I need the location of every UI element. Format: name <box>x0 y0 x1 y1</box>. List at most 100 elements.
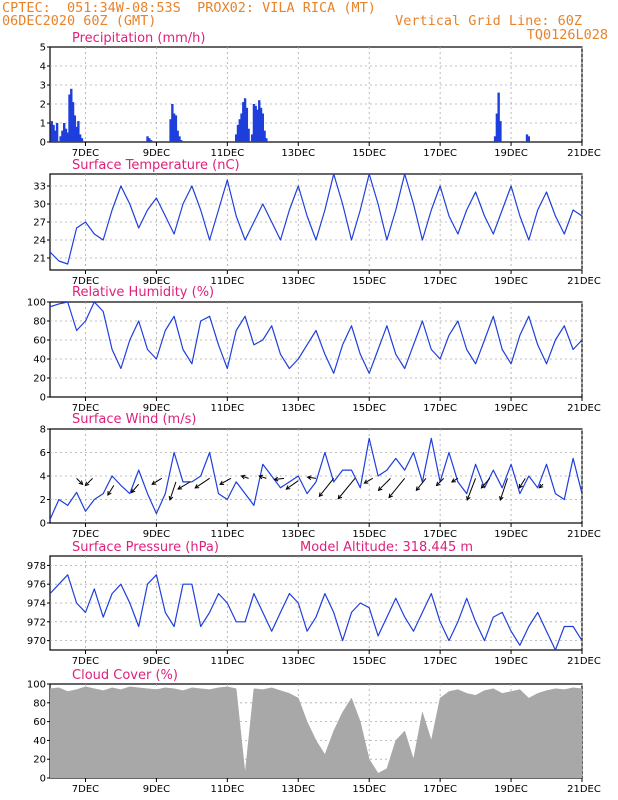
y-tick-label: 8 <box>40 425 46 436</box>
precip-bar <box>235 134 238 142</box>
x-tick-label: 21DEC <box>567 148 601 159</box>
y-tick-label: 80 <box>33 698 46 709</box>
wind-vector <box>451 477 459 483</box>
wind-vector-head <box>168 495 174 501</box>
precip-bar <box>70 88 73 142</box>
wind-vector <box>415 478 427 491</box>
data-layer <box>50 174 582 265</box>
wind-vector <box>388 478 406 498</box>
y-tick-label: 970 <box>27 636 46 647</box>
precip-bar <box>80 138 84 142</box>
panel-frame <box>49 46 583 143</box>
wind-vector-head <box>258 474 264 480</box>
x-tick-label: 21DEC <box>567 276 601 287</box>
wind-vector <box>499 478 508 501</box>
y-tick-label: 60 <box>33 717 46 728</box>
x-tick-label: 19DEC <box>494 276 528 287</box>
x-tick-label: 11DEC <box>210 784 244 795</box>
wind-vector <box>466 478 477 501</box>
series-line <box>50 302 582 374</box>
y-tick-label: 100 <box>27 680 46 691</box>
precip-bar <box>54 130 57 142</box>
wind-vector-head <box>285 485 291 490</box>
series-line <box>50 437 582 520</box>
x-tick-label: 7DEC <box>72 276 99 287</box>
wind-vector-head <box>518 483 523 489</box>
wind-vector <box>85 477 93 486</box>
precip-bar <box>256 109 259 142</box>
precip-bar <box>240 113 243 142</box>
y-tick-label: 27 <box>33 218 46 229</box>
wind-vector <box>169 481 177 501</box>
header-line1: CPTEC: 051:34W-08:53S PROX02: VILA RICA … <box>2 0 376 16</box>
precip-bar <box>78 134 82 142</box>
wind-vector <box>274 477 285 481</box>
precip-bar <box>236 124 240 142</box>
wind-vector <box>285 480 299 490</box>
y-tick-label: 20 <box>33 755 46 766</box>
y-tick-label: 40 <box>33 736 46 747</box>
y-tick-label: 100 <box>27 298 46 309</box>
precip-bar <box>50 121 53 142</box>
x-tick-label: 9DEC <box>143 784 170 795</box>
precip-bar <box>52 124 55 142</box>
wind-vector <box>518 478 526 489</box>
wind-vector <box>337 478 356 500</box>
wind-vector-head <box>450 478 456 483</box>
x-tick-label: 11DEC <box>210 529 244 540</box>
x-tick-label: 17DEC <box>423 148 457 159</box>
y-tick-label: 60 <box>33 336 46 347</box>
panel-title: Surface Pressure (hPa) <box>72 540 219 555</box>
y-tick-label: 2 <box>40 495 46 506</box>
x-tick-label: 15DEC <box>352 656 386 667</box>
wind-vector <box>76 477 83 485</box>
panel-title: Precipitation (mm/h) <box>72 31 205 46</box>
wind-vector <box>107 485 115 496</box>
precip-bar <box>497 92 500 142</box>
x-tick-label: 9DEC <box>143 276 170 287</box>
precip-bar <box>252 104 256 142</box>
precip-bar <box>238 119 241 142</box>
wind-vector-head <box>306 475 312 480</box>
data-layer <box>50 88 530 142</box>
precip-bar <box>176 130 179 142</box>
panel-5: 0 20 40 60 80 100 7DEC 9DEC 11DEC 13DEC 15DEC 17DEC… <box>27 668 601 795</box>
wind-vector-head <box>388 493 393 499</box>
series-line <box>50 174 582 265</box>
y-tick-label: 20 <box>33 374 46 385</box>
panel-1: 21 24 27 30 33 7DEC 9DEC 11DEC 13DEC 15DEC 17DEC 19… <box>33 158 601 287</box>
x-tick-label: 11DEC <box>210 148 244 159</box>
x-tick-label: 19DEC <box>494 403 528 414</box>
cloud-area <box>50 686 582 778</box>
y-tick-label: 30 <box>33 200 46 211</box>
x-tick-label: 19DEC <box>494 784 528 795</box>
precip-bar <box>242 102 245 142</box>
wind-vector <box>307 476 317 479</box>
wind-vector <box>177 481 191 490</box>
x-tick-label: 7DEC <box>72 148 99 159</box>
y-tick-label: 80 <box>33 317 46 328</box>
precip-bar <box>64 128 68 142</box>
series-line <box>50 574 582 650</box>
x-tick-label: 19DEC <box>494 656 528 667</box>
x-tick-label: 9DEC <box>143 529 170 540</box>
x-tick-label: 9DEC <box>143 148 170 159</box>
wind-vector-head <box>499 495 504 501</box>
precip-bar <box>59 136 62 142</box>
precip-bar <box>254 105 257 142</box>
wind-vector <box>258 475 267 479</box>
x-tick-label: 21DEC <box>567 529 601 540</box>
wind-vector-head <box>538 483 544 489</box>
precip-bar <box>172 113 176 142</box>
x-tick-label: 7DEC <box>72 784 99 795</box>
x-tick-label: 13DEC <box>281 529 315 540</box>
wind-vector-head <box>151 480 157 485</box>
panel-title: Relative Humidity (%) <box>72 285 214 300</box>
y-tick-label: 972 <box>27 617 46 628</box>
wind-vector <box>436 477 445 486</box>
precip-bar <box>263 130 266 142</box>
precip-bar <box>495 113 499 142</box>
panel-title: Surface Temperature (nC) <box>72 158 240 173</box>
x-tick-label: 13DEC <box>281 403 315 414</box>
grid <box>50 174 583 270</box>
